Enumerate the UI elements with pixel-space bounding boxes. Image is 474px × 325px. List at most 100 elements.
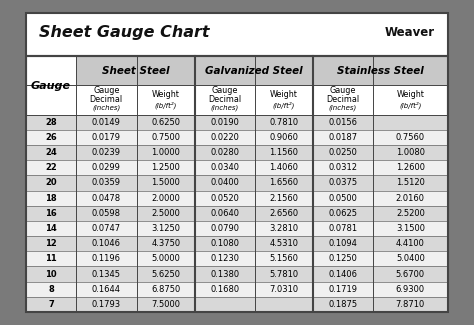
Text: 0.0299: 0.0299 (92, 163, 121, 172)
Text: 4.4100: 4.4100 (396, 239, 425, 248)
Text: 7.8710: 7.8710 (396, 300, 425, 309)
Text: 0.1875: 0.1875 (328, 300, 357, 309)
Text: 7.0310: 7.0310 (270, 285, 299, 294)
Text: 5.6250: 5.6250 (151, 269, 180, 279)
Text: 26: 26 (45, 133, 57, 142)
Text: Decimal: Decimal (326, 95, 359, 104)
Bar (26, 145, 448, 160)
Text: 0.1250: 0.1250 (328, 254, 357, 263)
Text: 2.5000: 2.5000 (151, 209, 180, 218)
Text: Weight: Weight (396, 90, 424, 99)
Text: 0.1094: 0.1094 (328, 239, 357, 248)
Text: 1.4060: 1.4060 (270, 163, 299, 172)
Text: 2.6560: 2.6560 (270, 209, 299, 218)
Text: Gauge: Gauge (212, 86, 238, 95)
Text: 3.2810: 3.2810 (270, 224, 299, 233)
Text: 1.1560: 1.1560 (270, 148, 299, 157)
Text: Galvanized Steel: Galvanized Steel (205, 66, 303, 75)
Text: Gauge: Gauge (31, 81, 71, 90)
Text: 0.1644: 0.1644 (92, 285, 121, 294)
Bar (26, 176, 448, 190)
Text: 0.0747: 0.0747 (91, 224, 121, 233)
Text: 3.1500: 3.1500 (396, 224, 425, 233)
Text: 0.0190: 0.0190 (210, 118, 239, 127)
Text: 0.0250: 0.0250 (328, 148, 357, 157)
Text: 0.0781: 0.0781 (328, 224, 357, 233)
Text: 14: 14 (45, 224, 57, 233)
Text: 18: 18 (45, 194, 57, 203)
Text: Sheet Steel: Sheet Steel (101, 66, 169, 75)
Text: Decimal: Decimal (209, 95, 242, 104)
Text: 0.0520: 0.0520 (210, 194, 239, 203)
Text: Weight: Weight (152, 90, 180, 99)
Text: (lb/ft²): (lb/ft²) (273, 101, 295, 109)
Text: 5.1560: 5.1560 (270, 254, 299, 263)
Text: 7: 7 (48, 300, 54, 309)
Text: Gauge: Gauge (93, 86, 119, 95)
Text: 0.0239: 0.0239 (92, 148, 121, 157)
Bar (26, 190, 448, 206)
Text: 6.8750: 6.8750 (151, 285, 180, 294)
Text: 4.3750: 4.3750 (151, 239, 180, 248)
Text: 0.7560: 0.7560 (396, 133, 425, 142)
Bar (26, 236, 448, 251)
Text: 0.0187: 0.0187 (328, 133, 357, 142)
Text: 4.5310: 4.5310 (270, 239, 299, 248)
Text: 0.1719: 0.1719 (328, 285, 357, 294)
Text: Weaver: Weaver (385, 26, 435, 39)
Text: 1.2600: 1.2600 (396, 163, 425, 172)
Text: (lb/ft²): (lb/ft²) (155, 101, 177, 109)
Text: 0.0280: 0.0280 (210, 148, 239, 157)
Bar (26, 130, 448, 145)
Text: 0.1196: 0.1196 (92, 254, 121, 263)
Text: 0.1380: 0.1380 (210, 269, 239, 279)
Text: 0.0149: 0.0149 (92, 118, 121, 127)
Text: 0.0340: 0.0340 (210, 163, 239, 172)
Text: 0.1680: 0.1680 (210, 285, 239, 294)
Text: 0.1230: 0.1230 (210, 254, 239, 263)
Text: 3.1250: 3.1250 (151, 224, 180, 233)
Text: 0.0640: 0.0640 (210, 209, 239, 218)
Bar (76, 56, 448, 85)
Text: Sheet Gauge Chart: Sheet Gauge Chart (39, 25, 209, 40)
Text: (inches): (inches) (211, 105, 239, 111)
Text: 2.0160: 2.0160 (396, 194, 425, 203)
Text: 0.1406: 0.1406 (328, 269, 357, 279)
Text: Decimal: Decimal (90, 95, 123, 104)
Text: 12: 12 (45, 239, 57, 248)
Bar (26, 266, 448, 282)
Text: 28: 28 (45, 118, 57, 127)
Text: 2.1560: 2.1560 (270, 194, 299, 203)
Text: 0.0312: 0.0312 (328, 163, 357, 172)
Bar (26, 297, 448, 312)
Text: 0.0790: 0.0790 (210, 224, 239, 233)
Text: 1.6560: 1.6560 (270, 178, 299, 188)
Text: 0.0598: 0.0598 (92, 209, 121, 218)
Text: 22: 22 (45, 163, 57, 172)
Text: 0.0400: 0.0400 (210, 178, 239, 188)
Text: 0.1793: 0.1793 (91, 300, 121, 309)
Text: 0.1345: 0.1345 (92, 269, 121, 279)
Text: 5.0000: 5.0000 (151, 254, 180, 263)
Bar (26, 206, 448, 221)
Text: 0.9060: 0.9060 (270, 133, 299, 142)
Text: 0.7500: 0.7500 (151, 133, 180, 142)
Text: 16: 16 (45, 209, 57, 218)
Text: 10: 10 (45, 269, 57, 279)
Text: (lb/ft²): (lb/ft²) (399, 101, 421, 109)
Text: 7.5000: 7.5000 (151, 300, 180, 309)
Text: 0.0156: 0.0156 (328, 118, 357, 127)
Text: 2.5200: 2.5200 (396, 209, 425, 218)
Text: (inches): (inches) (329, 105, 357, 111)
Text: 2.0000: 2.0000 (151, 194, 180, 203)
Text: Gauge: Gauge (330, 86, 356, 95)
Text: 1.5000: 1.5000 (151, 178, 180, 188)
Text: 1.0000: 1.0000 (151, 148, 180, 157)
Text: 1.2500: 1.2500 (151, 163, 180, 172)
Text: 0.0478: 0.0478 (91, 194, 121, 203)
Bar (26, 160, 448, 176)
Text: 8: 8 (48, 285, 54, 294)
Text: 5.6700: 5.6700 (396, 269, 425, 279)
Text: Stainless Steel: Stainless Steel (337, 66, 424, 75)
Text: 6.9300: 6.9300 (396, 285, 425, 294)
